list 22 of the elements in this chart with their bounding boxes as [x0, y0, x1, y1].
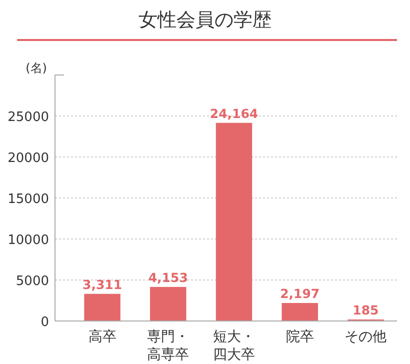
y-tick-label: 10000	[8, 233, 49, 248]
x-tick-label: 専門・高専卒	[147, 329, 190, 363]
data-label: 2,197	[280, 286, 320, 301]
data-label: 24,164	[210, 106, 258, 121]
bar	[282, 302, 318, 321]
data-label: 185	[352, 302, 379, 318]
data-label: 3,311	[82, 276, 122, 292]
y-tick-label: 15000	[8, 192, 49, 207]
bar	[216, 122, 252, 321]
x-tick-label: その他	[344, 329, 387, 345]
y-tick-label: 20000	[8, 151, 49, 166]
data-label: 4,153	[148, 270, 188, 285]
y-tick-label: 5000	[16, 274, 49, 289]
x-tick-label: 院卒	[286, 329, 314, 345]
y-tick-label: 0	[40, 315, 49, 330]
chart-title: 女性会員の学歴	[138, 9, 272, 31]
bar	[84, 294, 120, 321]
x-tick-label: 高卒	[88, 329, 116, 345]
x-tick-label: 短大・四大卒	[213, 329, 255, 363]
bar	[150, 286, 186, 321]
y-axis-title: (名)	[26, 61, 47, 75]
y-tick-label: 25000	[8, 110, 49, 125]
